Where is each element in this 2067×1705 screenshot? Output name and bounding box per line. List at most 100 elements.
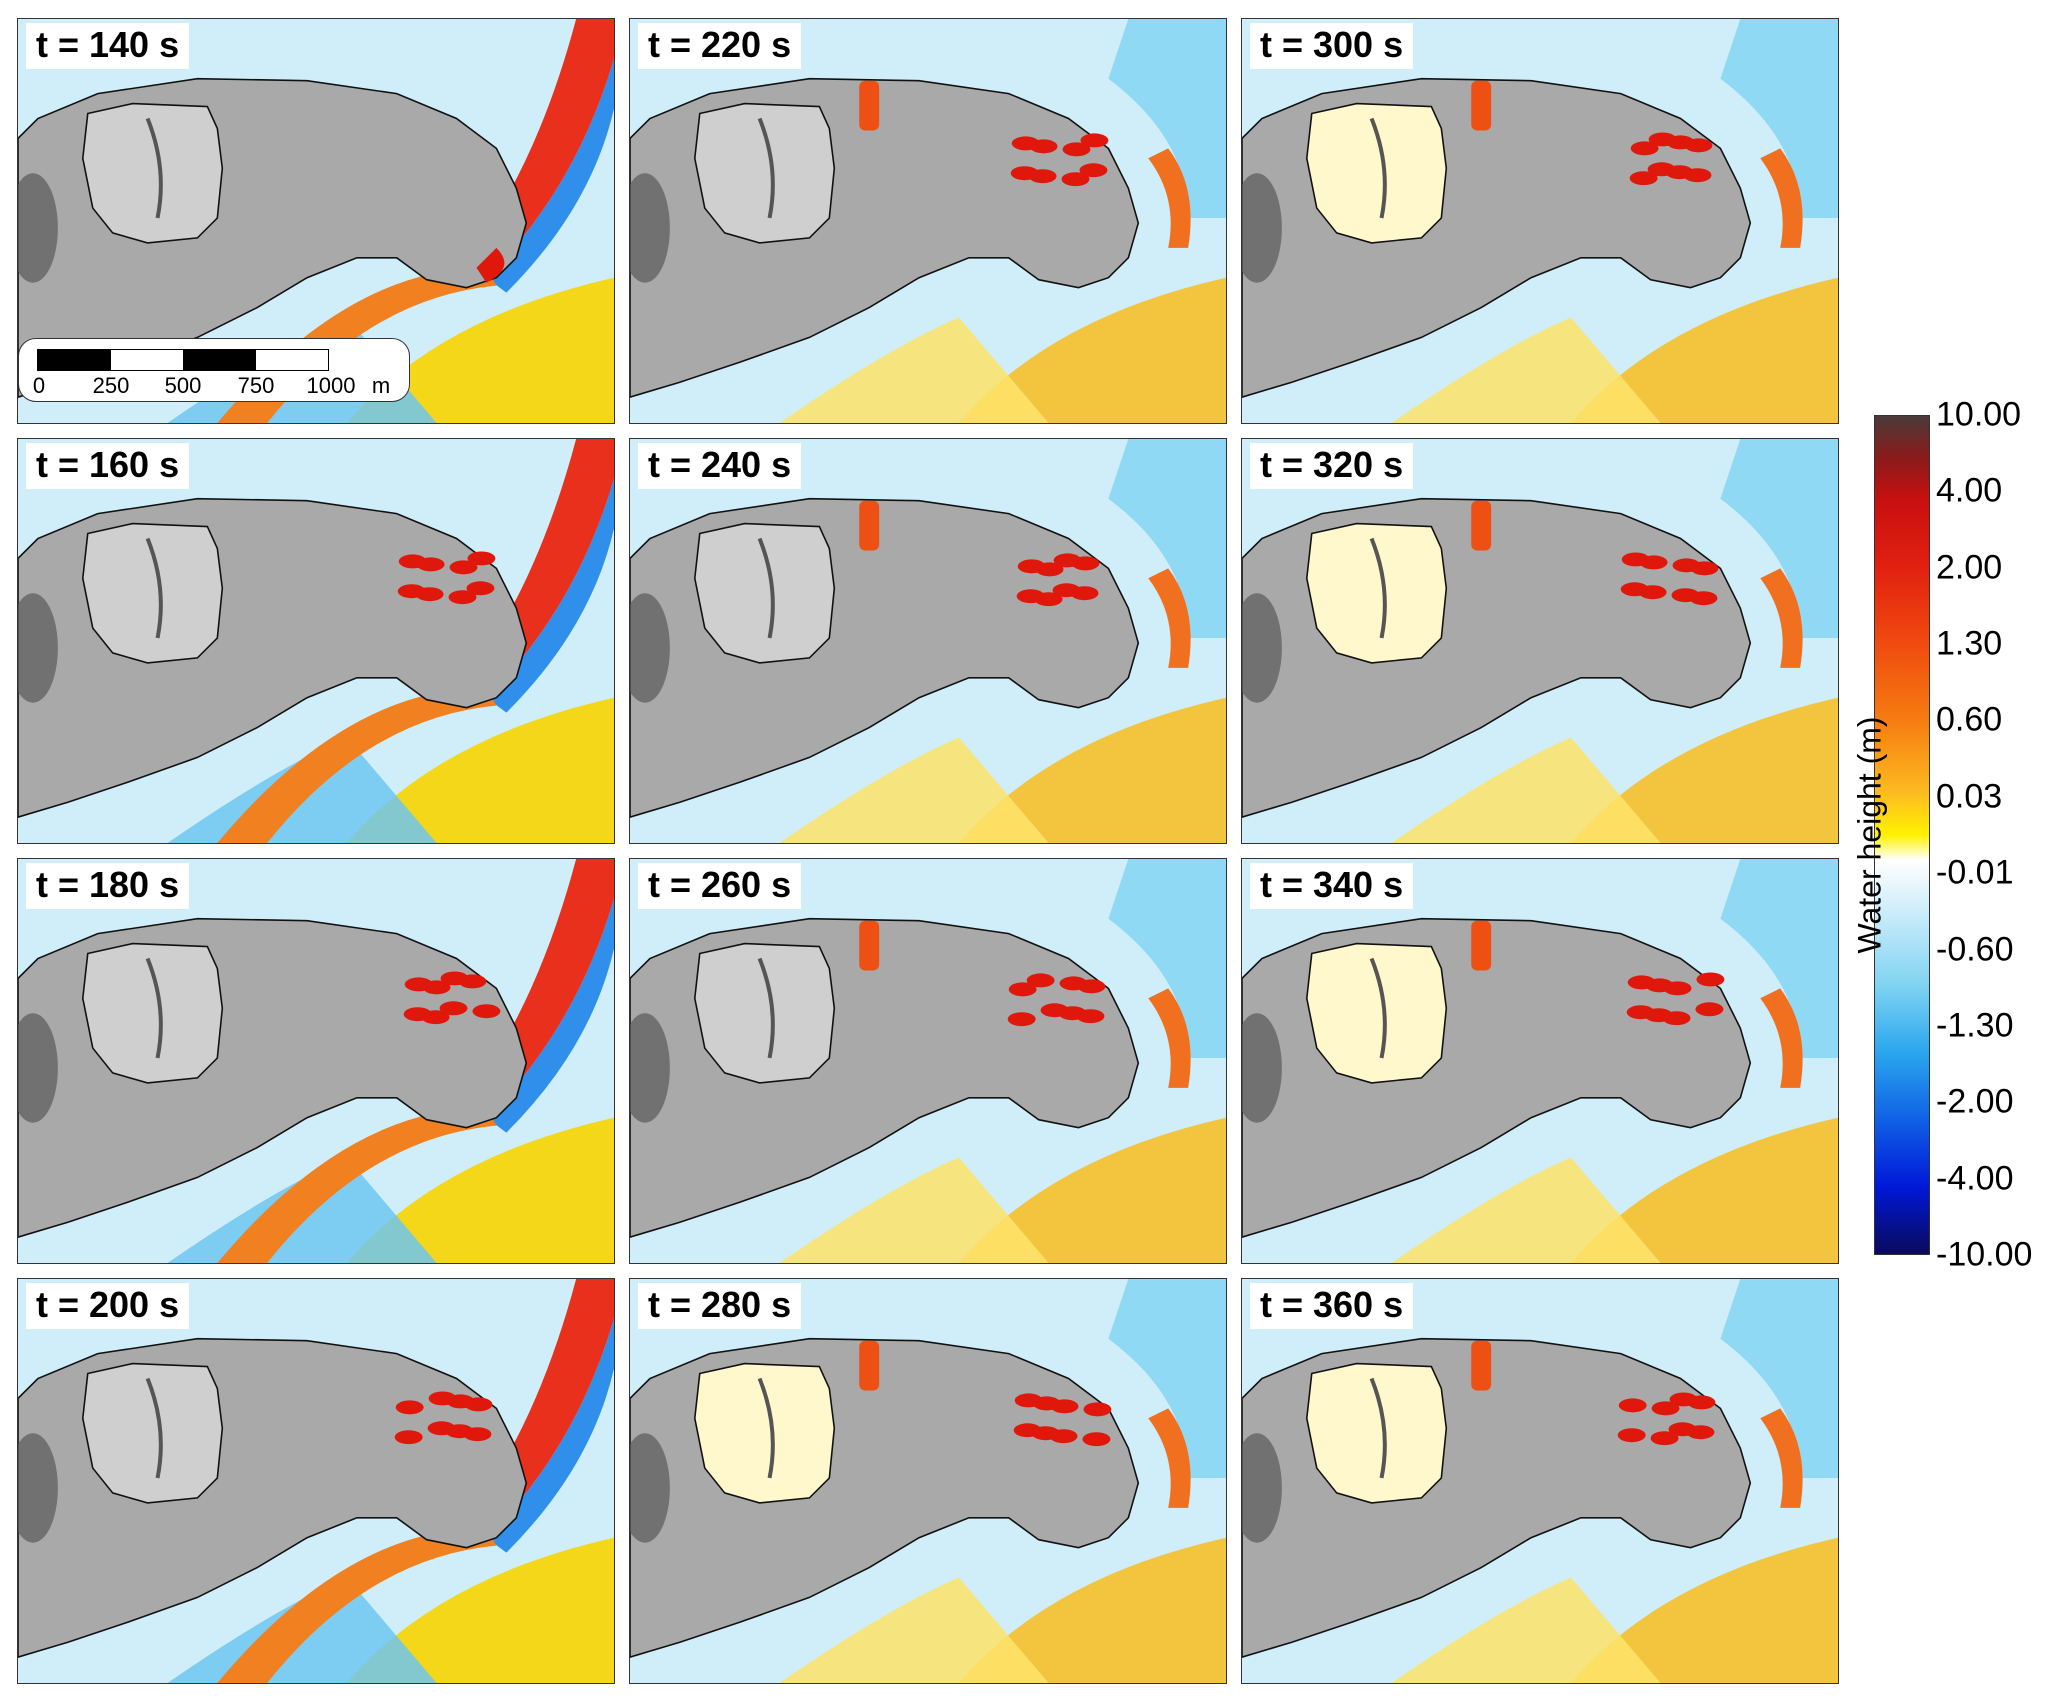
inundation-patch xyxy=(1689,591,1718,606)
inundation-map xyxy=(1242,859,1838,1263)
map-panel: t = 260 s xyxy=(629,858,1227,1264)
inundation-channel xyxy=(1471,1340,1492,1391)
inundation-map xyxy=(1242,439,1838,843)
lagoon xyxy=(693,942,836,1084)
lagoon-channel xyxy=(145,537,163,639)
time-label: t = 140 s xyxy=(26,23,190,69)
lagoon xyxy=(693,1362,836,1504)
sea-negative-region xyxy=(1108,439,1226,639)
wave-front xyxy=(1148,148,1191,248)
map-panel: t = 340 s xyxy=(1241,858,1839,1264)
map-panel: t = 360 s xyxy=(1241,1278,1839,1684)
colorbar-title: Water height (m) xyxy=(1851,716,1888,954)
lagoon-channel xyxy=(1369,1377,1387,1479)
sea-negative-region xyxy=(1720,1279,1838,1479)
sea-positive-region xyxy=(346,277,614,423)
wave-front xyxy=(1760,568,1803,668)
inundation-patch xyxy=(449,560,478,575)
wave-front xyxy=(1148,568,1191,668)
sea-positive-region xyxy=(958,1117,1226,1263)
colorbar-gradient xyxy=(1874,415,1930,1255)
wave-front xyxy=(1760,148,1803,248)
time-label: t = 360 s xyxy=(1250,1283,1414,1329)
terrain-shadow xyxy=(1242,593,1282,703)
inundation-patch xyxy=(1687,1395,1716,1410)
inundation-map xyxy=(18,1279,614,1683)
terrain-shadow xyxy=(1242,1013,1282,1123)
wave-front-south xyxy=(217,1527,497,1683)
inundation-patch xyxy=(1683,168,1712,183)
time-label: t = 180 s xyxy=(26,863,190,909)
inundation-patch xyxy=(1663,981,1692,996)
lagoon-channel xyxy=(1369,117,1387,219)
wave-front xyxy=(1760,988,1803,1088)
colorbar-tick-label: -4.00 xyxy=(1936,1159,2014,1198)
sea-negative-region xyxy=(1720,439,1838,639)
lagoon-channel xyxy=(145,117,163,219)
inundation-patch xyxy=(1061,172,1090,187)
map-panel: t = 180 s xyxy=(17,858,615,1264)
inundation-patch xyxy=(1076,1009,1105,1024)
sea-region xyxy=(1391,1157,1661,1263)
inundation-patch xyxy=(1049,1429,1078,1444)
lagoon-channel xyxy=(757,537,775,639)
inundation-patch xyxy=(1008,982,1037,997)
inundation-patch xyxy=(1071,556,1100,571)
time-label: t = 220 s xyxy=(638,23,802,69)
wave-front-south xyxy=(217,687,497,843)
terrain-shadow xyxy=(1242,173,1282,283)
lagoon xyxy=(693,522,836,664)
inundation-channel xyxy=(1471,920,1492,971)
inundation-channel xyxy=(859,80,880,131)
inundation-channel xyxy=(859,920,880,971)
inundation-channel xyxy=(1471,80,1492,131)
lagoon xyxy=(693,102,836,244)
inundation-patch xyxy=(1639,555,1668,570)
colorbar-tick-label: 4.00 xyxy=(1936,471,2003,510)
terrain-shadow xyxy=(18,173,58,283)
colorbar-tick-label: 0.03 xyxy=(1936,777,2003,816)
scale-bar: 0 250 500 750 1000 m xyxy=(18,338,410,402)
inundation-map xyxy=(630,439,1226,843)
scale-label-250: 250 xyxy=(92,373,130,398)
colorbar-tick-label: 1.30 xyxy=(1936,624,2003,663)
time-label: t = 260 s xyxy=(638,863,802,909)
inundation-map xyxy=(1242,1279,1838,1683)
scale-label-750: 750 xyxy=(237,373,275,398)
time-label: t = 300 s xyxy=(1250,23,1414,69)
lagoon xyxy=(1305,102,1448,244)
map-panel: t = 300 s xyxy=(1241,18,1839,424)
sea-positive-region xyxy=(958,697,1226,843)
inundation-patch xyxy=(1077,979,1106,994)
colorbar-tick-label: -0.60 xyxy=(1936,930,2014,969)
lagoon-channel xyxy=(1369,537,1387,639)
inundation-patch xyxy=(472,1004,501,1019)
sea-positive-region xyxy=(1570,1537,1838,1683)
sea-positive-region xyxy=(346,1537,614,1683)
lagoon xyxy=(81,102,224,244)
time-label: t = 320 s xyxy=(1250,443,1414,489)
lagoon-channel xyxy=(1369,957,1387,1059)
sea-region xyxy=(779,1157,1049,1263)
terrain-shadow xyxy=(18,593,58,703)
sea-negative-region xyxy=(1720,859,1838,1059)
inundation-patch xyxy=(1617,1428,1646,1443)
inundation-patch xyxy=(422,980,451,995)
inundation-patch xyxy=(1684,138,1713,153)
inundation-patch xyxy=(1050,1399,1079,1414)
inundation-patch xyxy=(1026,973,1055,988)
inundation-map xyxy=(1242,19,1838,423)
map-panel: t = 220 s xyxy=(629,18,1227,424)
time-label: t = 200 s xyxy=(26,1283,190,1329)
sea-positive-region xyxy=(1570,277,1838,423)
time-label: t = 160 s xyxy=(26,443,190,489)
scale-bar-segments xyxy=(37,349,329,371)
inundation-patch xyxy=(464,1397,493,1412)
map-panel: t = 200 s xyxy=(17,1278,615,1684)
inundation-patch xyxy=(476,247,505,283)
terrain-shadow xyxy=(18,1013,58,1123)
sea-region xyxy=(1391,317,1661,423)
inundation-patch xyxy=(1082,1432,1111,1447)
lagoon-channel xyxy=(757,117,775,219)
inundation-map xyxy=(630,19,1226,423)
